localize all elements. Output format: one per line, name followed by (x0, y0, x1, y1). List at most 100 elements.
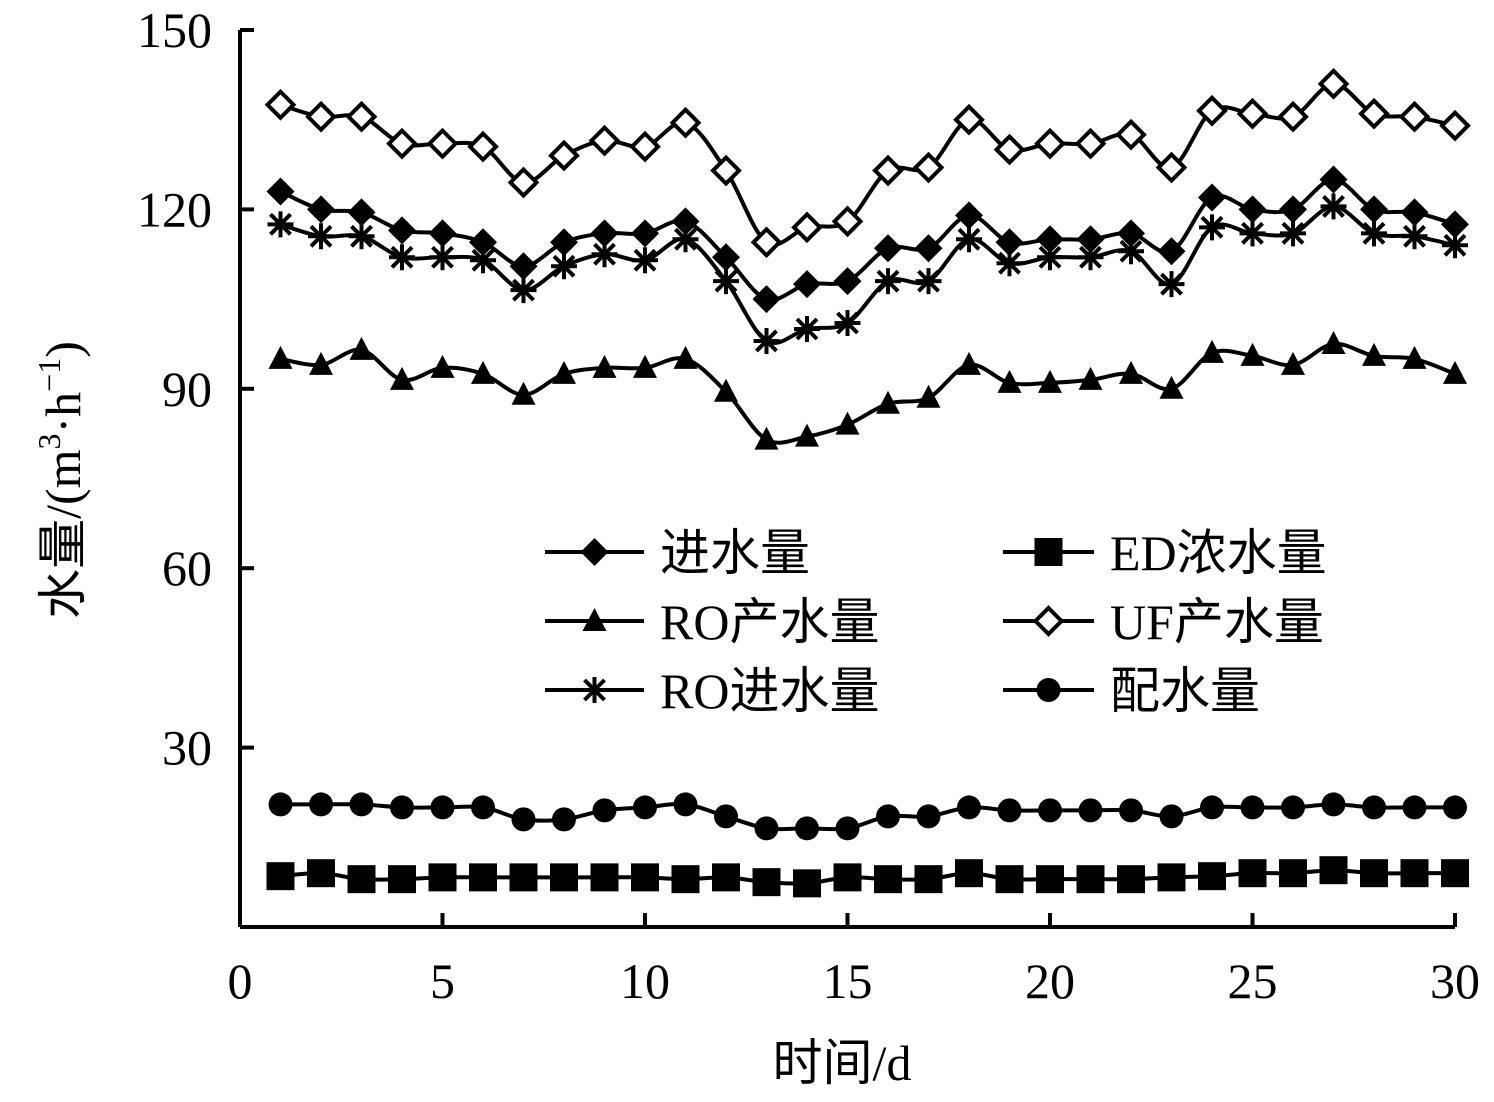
data-point (507, 166, 540, 199)
data-point (671, 207, 700, 236)
legend-label: RO进水量 (660, 663, 879, 719)
data-point (673, 792, 698, 817)
legend-marker (1032, 605, 1065, 637)
data-point (754, 816, 779, 841)
data-point (1119, 798, 1143, 823)
series-line (280, 868, 1455, 886)
series-0 (266, 165, 1469, 314)
legend-item: 进水量 (545, 525, 810, 581)
data-point (953, 103, 985, 136)
data-point (997, 369, 1022, 393)
data-point (752, 868, 781, 897)
data-point (995, 865, 1024, 894)
data-point (912, 151, 945, 184)
data-point (1240, 342, 1265, 366)
data-point (1281, 795, 1305, 820)
data-point (588, 124, 621, 157)
data-point (1155, 151, 1188, 184)
data-point (552, 360, 576, 384)
data-point (471, 360, 495, 384)
y-tick-label: 60 (162, 540, 212, 596)
series-5 (268, 792, 1467, 841)
data-point (833, 863, 862, 892)
data-point (712, 243, 740, 272)
y-tick-label: 30 (162, 720, 212, 776)
legend-label: UF产水量 (1110, 594, 1324, 650)
data-point (669, 106, 702, 139)
legend-marker (582, 608, 607, 631)
series-line (280, 341, 1456, 445)
data-point (389, 244, 415, 271)
data-point (633, 795, 657, 820)
data-point (793, 869, 821, 898)
data-point (956, 226, 982, 253)
legend-item: RO进水量 (545, 663, 879, 719)
data-point (833, 267, 862, 296)
data-point (1159, 375, 1184, 399)
data-point (1038, 369, 1062, 393)
data-point (390, 795, 414, 820)
legend-item: 配水量 (1003, 663, 1260, 719)
data-point (633, 354, 657, 378)
legend-marker (580, 538, 609, 566)
data-point (714, 804, 738, 829)
data-point (1076, 225, 1105, 254)
data-point (1442, 232, 1468, 259)
data-point (1034, 127, 1066, 160)
data-point (1076, 865, 1105, 894)
data-point (995, 228, 1024, 257)
data-point (752, 285, 781, 314)
data-point (997, 798, 1022, 823)
y-axis-title: 水量/(m3·h−1) (31, 341, 91, 619)
data-point (1200, 339, 1224, 363)
data-point (469, 863, 497, 892)
data-point (1360, 859, 1388, 888)
tick-labels: 0 5 10 15 20 25 30 30 60 90 120 150 (137, 2, 1480, 1009)
x-tick-label: 15 (823, 953, 873, 1009)
y-tick-label: 90 (162, 361, 212, 417)
x-tick-label: 25 (1228, 953, 1278, 1009)
data-point (914, 865, 943, 894)
data-point (1158, 271, 1185, 298)
data-point (631, 219, 659, 248)
data-point (428, 863, 457, 892)
data-point (347, 865, 376, 894)
data-point (1198, 183, 1226, 212)
series-layer (264, 67, 1471, 898)
data-point (1319, 165, 1348, 194)
y-axis-title-sup1: 3 (31, 433, 67, 449)
data-point (430, 795, 455, 820)
data-point (1362, 342, 1386, 366)
data-point (1320, 193, 1347, 220)
data-point (264, 88, 297, 121)
x-tick-label: 30 (1430, 953, 1480, 1009)
data-point (671, 865, 700, 894)
data-point (1443, 795, 1467, 820)
legend-item: RO产水量 (545, 594, 879, 650)
data-point (1321, 792, 1346, 817)
x-tick-label: 10 (620, 953, 670, 1009)
data-point (876, 390, 900, 414)
y-tick-label: 120 (137, 181, 212, 237)
data-point (308, 223, 334, 250)
series-3 (264, 67, 1471, 259)
data-point (591, 241, 618, 268)
data-point (348, 223, 375, 250)
data-point (916, 804, 941, 829)
data-point (1157, 237, 1186, 266)
data-point (1361, 220, 1387, 247)
data-point (874, 865, 902, 894)
legend-label: RO产水量 (660, 594, 879, 650)
data-point (793, 270, 821, 299)
data-point (794, 316, 820, 342)
data-point (1159, 804, 1184, 829)
data-point (1443, 360, 1467, 384)
data-point (629, 130, 661, 163)
data-point (268, 792, 293, 817)
data-point (1074, 127, 1107, 160)
data-point (511, 381, 536, 405)
legend-item: UF产水量 (1003, 594, 1324, 650)
data-point (347, 198, 376, 227)
data-point (386, 127, 418, 160)
data-point (1199, 214, 1225, 241)
